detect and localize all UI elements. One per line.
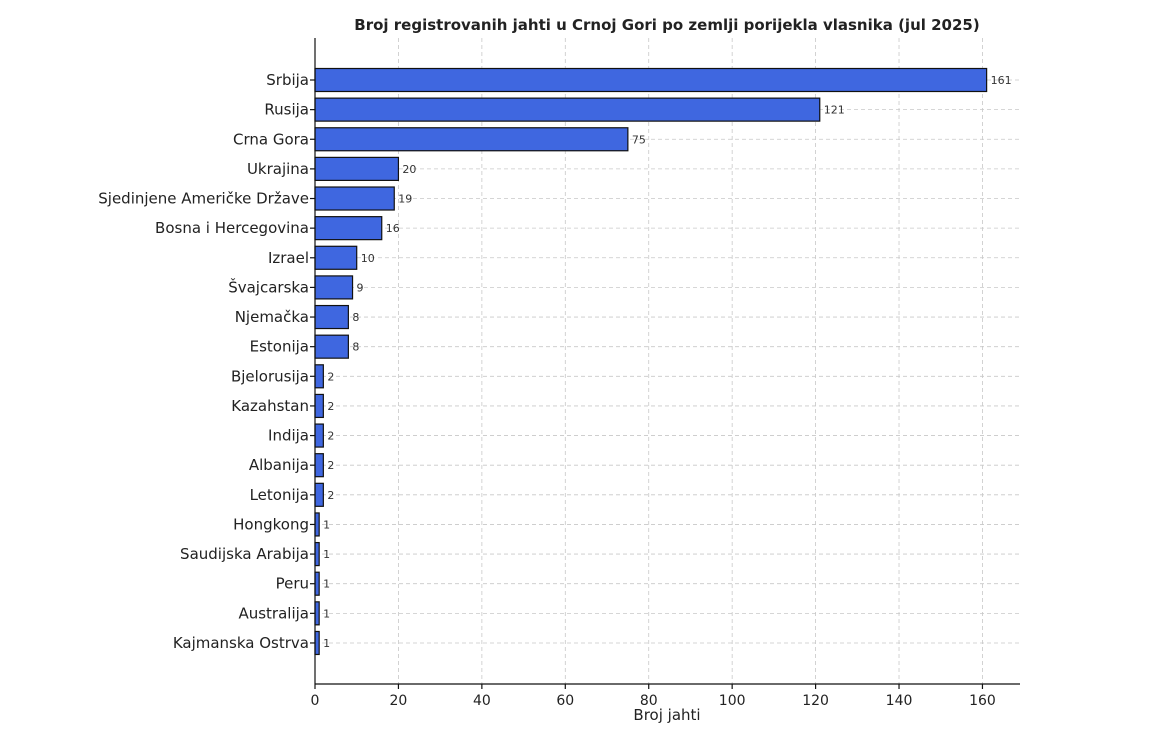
category-label: Srbija: [266, 71, 309, 89]
category-label: Sjedinjene Američke Države: [98, 190, 309, 208]
category-label: Indija: [268, 427, 309, 445]
category-label: Hongkong: [233, 515, 309, 533]
data-label: 2: [327, 430, 334, 443]
x-tick-label: 20: [390, 693, 408, 709]
data-label: 161: [991, 74, 1012, 87]
category-label: Crna Gora: [233, 130, 309, 148]
category-label: Njemačka: [235, 308, 309, 326]
bar: [314, 453, 324, 478]
bar: [314, 571, 320, 596]
category-label: Kazahstan: [231, 397, 309, 415]
data-label: 9: [357, 281, 364, 294]
data-label: 1: [323, 578, 330, 591]
data-label: 2: [327, 400, 334, 413]
data-label: 1: [323, 607, 330, 620]
category-label: Švajcarska: [228, 277, 309, 296]
bar: [314, 97, 821, 122]
data-label: 121: [824, 104, 845, 117]
data-label: 2: [327, 370, 334, 383]
category-label: Bjelorusija: [231, 367, 309, 385]
x-tick-label: 140: [886, 693, 913, 709]
bar: [314, 127, 629, 152]
data-label: 8: [352, 341, 359, 354]
category-label: Letonija: [250, 486, 309, 504]
bar: [314, 364, 324, 389]
category-label: Peru: [276, 575, 309, 593]
category-labels: Srbija Rusija Crna Gora Ukrajina Sjedinjene …: [98, 71, 315, 652]
bar: [314, 275, 354, 300]
data-label: 1: [323, 518, 330, 531]
data-label: 1: [323, 637, 330, 650]
data-label: 16: [386, 222, 400, 235]
x-tick-label: 100: [719, 693, 746, 709]
bar: [314, 393, 324, 419]
x-axis-label: Broj jahti: [633, 706, 700, 724]
data-label: 19: [398, 193, 412, 206]
bar: [314, 245, 358, 270]
data-label: 2: [327, 489, 334, 502]
category-label: Australija: [238, 604, 309, 622]
category-label: Ukrajina: [247, 160, 309, 178]
category-label: Rusija: [264, 101, 309, 119]
bar: [314, 156, 400, 181]
data-label: 10: [361, 252, 375, 265]
x-tick-label: 120: [802, 693, 829, 709]
x-tick-label: 40: [473, 693, 491, 709]
bar: [314, 186, 395, 211]
category-label: Izrael: [268, 249, 309, 267]
x-tick-label: 0: [311, 693, 320, 709]
category-label: Bosna i Hercegovina: [155, 219, 309, 237]
data-label: 2: [327, 459, 334, 472]
bar: [314, 541, 320, 567]
data-label: 8: [352, 311, 359, 324]
bar: [314, 482, 324, 507]
data-labels: 161 121 75 20 19 16 10 9 8 8 2 2 2 2 2 1 1 1 1 1: [323, 74, 1011, 650]
bar: [314, 601, 320, 626]
data-label: 20: [402, 163, 416, 176]
data-label: 1: [323, 548, 330, 561]
category-label: Kajmanska Ostrva: [173, 634, 309, 652]
category-label: Albanija: [249, 456, 309, 474]
x-tick-label: 160: [969, 693, 996, 709]
x-axis-ticks: 0 20 40 60 80 100 120 140 160: [311, 684, 996, 709]
bar: [314, 630, 320, 656]
bar: [314, 216, 383, 241]
bar: [314, 67, 988, 93]
chart-title: Broj registrovanih jahti u Crnoj Gori po…: [354, 16, 979, 34]
bar: [314, 334, 349, 359]
category-label: Estonija: [250, 338, 309, 356]
data-label: 75: [632, 133, 646, 146]
bar: [314, 512, 320, 537]
bar: [314, 304, 349, 330]
bars: [314, 67, 988, 656]
x-tick-label: 60: [556, 693, 574, 709]
bar: [314, 423, 324, 448]
x-tick-label: 80: [640, 693, 658, 709]
category-label: Saudijska Arabija: [180, 545, 309, 563]
